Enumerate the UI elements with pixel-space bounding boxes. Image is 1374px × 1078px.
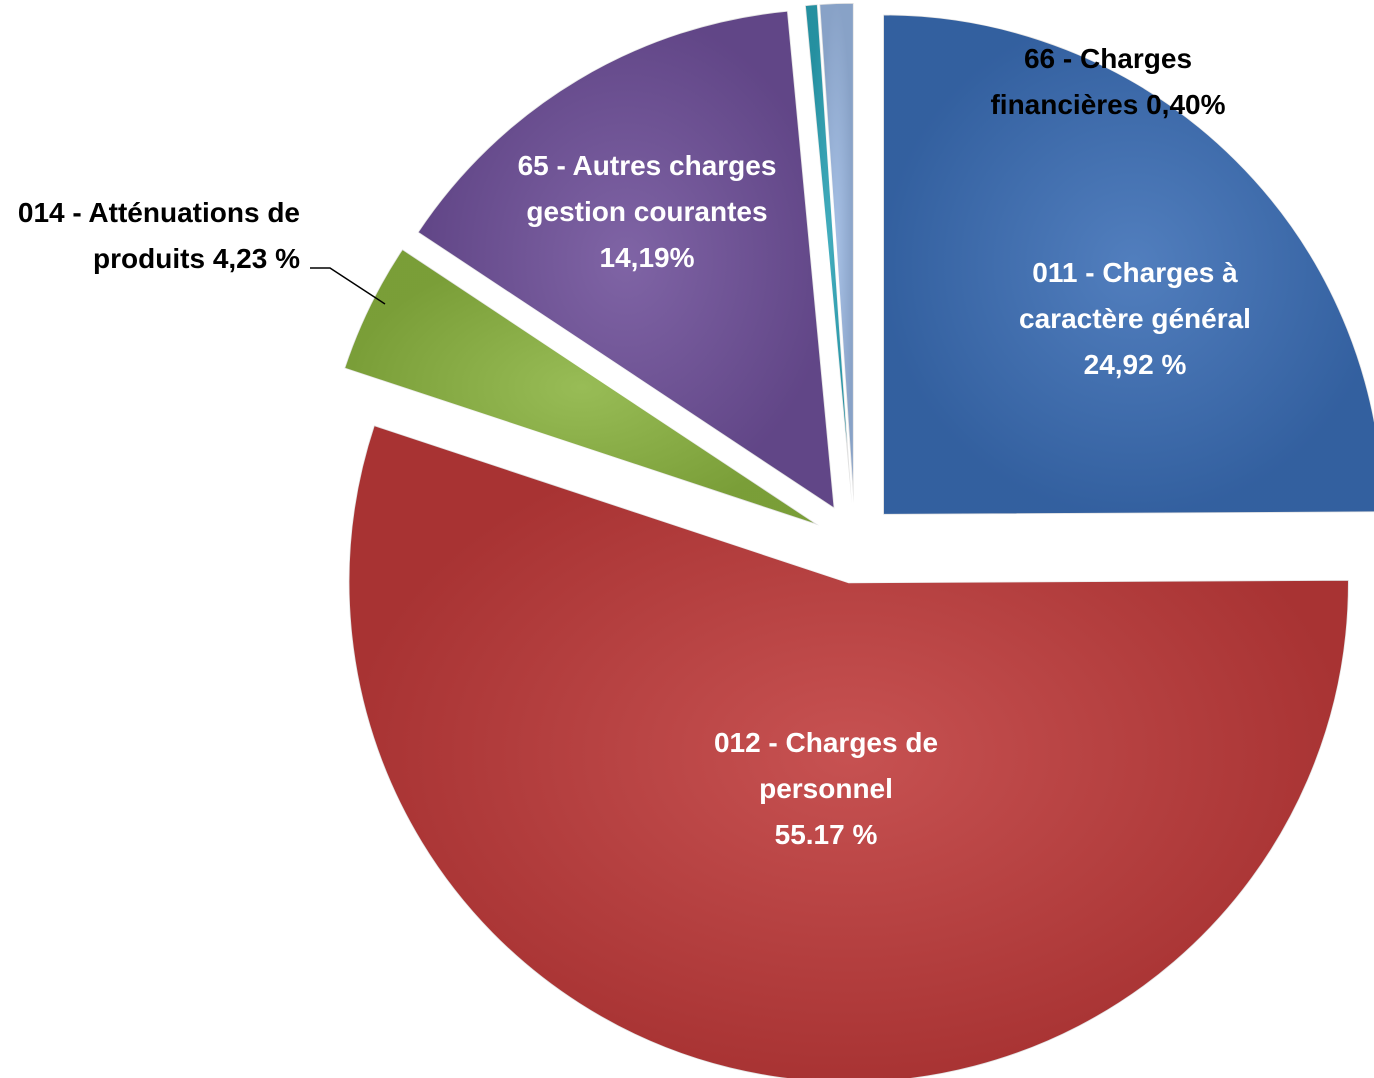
slice-shade (819, 3, 854, 504)
leader-line (310, 267, 386, 305)
value-label: 55.17 % (774, 819, 878, 850)
value-label: 14,19% (599, 242, 695, 273)
label-box: 65 - Autres charges gestion courantes 14… (487, 143, 807, 281)
slice-shade (348, 425, 1349, 1078)
category-name: 014 - Atténuations de produits (17, 197, 300, 274)
slice-shade (883, 14, 1374, 515)
label-box: 012 - Charges de personnel 55.17 % (676, 720, 976, 858)
category-name: 66 - Charges financières (990, 43, 1193, 120)
slice-shade (805, 4, 852, 504)
slice-shade (417, 10, 835, 509)
label-box: 66 - Charges financières 0,40% (968, 36, 1248, 128)
value-label: 4,23 % (212, 243, 300, 274)
labels: 66 - Charges financières 0,40% 011 - Char… (0, 36, 1285, 858)
slice-label: 66 - Charges financières 0,40% (968, 36, 1248, 128)
slice-label: 012 - Charges de personnel 55.17 % (676, 720, 976, 858)
category-name: 011 - Charges à caractère général (1019, 257, 1251, 334)
label-box: 014 - Atténuations de produits 4,23 % (0, 190, 300, 282)
slice-shade (344, 249, 820, 526)
category-name: 65 - Autres charges gestion courantes (517, 150, 777, 227)
category-name: 012 - Charges de personnel (713, 727, 939, 804)
pie (343, 2, 1374, 1078)
slice-label: 65 - Autres charges gestion courantes 14… (487, 143, 807, 281)
label-box: 011 - Charges à caractère général 24,92 … (985, 250, 1285, 388)
value-label: 24,92 % (1083, 349, 1187, 380)
slice-label: 014 - Atténuations de produits 4,23 % (0, 190, 300, 282)
slice-label: 011 - Charges à caractère général 24,92 … (985, 250, 1285, 388)
value-label: 0,40% (1146, 89, 1226, 120)
